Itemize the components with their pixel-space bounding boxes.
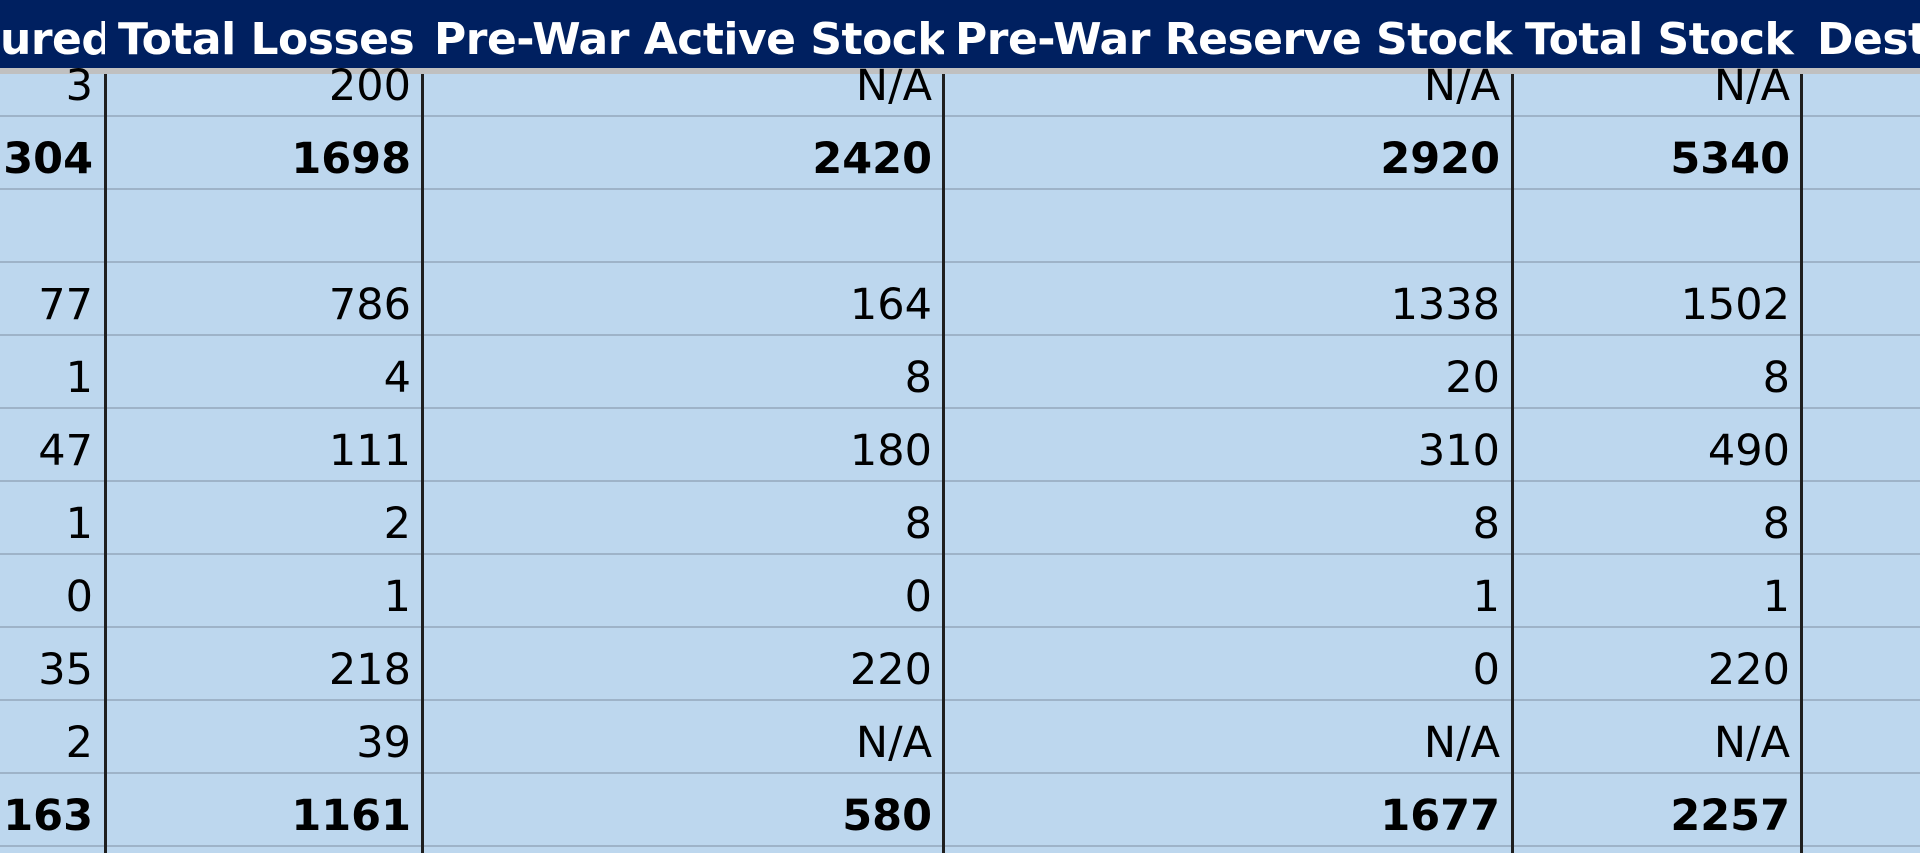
cell-prewar-active[interactable] (423, 190, 944, 263)
cell-total-stock[interactable]: N/A (1713, 61, 1790, 111)
cell-destroyed[interactable] (1802, 774, 1920, 847)
table-row: 1 2 8 8 8 (0, 482, 1920, 555)
table-row: 47 111 180 310 490 (0, 409, 1920, 482)
cell-captured[interactable]: 1 (65, 499, 93, 549)
cell-prewar-reserve[interactable]: 2920 (1380, 134, 1500, 184)
cell-captured[interactable]: 47 (38, 426, 93, 476)
cell-captured[interactable] (0, 190, 105, 263)
cell-destroyed[interactable] (1802, 409, 1920, 482)
cell-prewar-reserve[interactable]: N/A (1423, 61, 1500, 111)
table-row: 1 4 8 20 8 (0, 336, 1920, 409)
header-total-stock[interactable]: Total Stock (1525, 14, 1794, 65)
cell-prewar-reserve[interactable]: 1338 (1390, 280, 1500, 330)
table-row: 77 786 164 1338 1502 (0, 263, 1920, 336)
cell-total-stock[interactable]: 8 (1762, 353, 1790, 403)
table-row: 0 1 0 1 1 (0, 555, 1920, 628)
cell-captured[interactable]: 1 (65, 353, 93, 403)
cell-prewar-reserve[interactable]: 8 (1472, 499, 1500, 549)
header-destroyed[interactable]: Dest (1817, 14, 1920, 65)
cell-prewar-reserve[interactable]: 20 (1445, 353, 1500, 403)
cell-prewar-reserve[interactable]: N/A (1423, 718, 1500, 768)
cell-destroyed[interactable] (1802, 628, 1920, 701)
cell-captured[interactable]: 3 (65, 61, 93, 111)
cell-prewar-reserve[interactable]: 310 (1417, 426, 1500, 476)
cell-destroyed[interactable] (1802, 190, 1920, 263)
cell-total-stock[interactable]: 8 (1762, 499, 1790, 549)
cell-captured[interactable]: 35 (38, 645, 93, 695)
cell-total-stock[interactable]: 220 (1707, 645, 1790, 695)
column-border (1511, 74, 1514, 853)
column-border (104, 74, 107, 853)
cell-total-stock[interactable]: 2257 (1670, 791, 1790, 841)
cell-destroyed[interactable] (1802, 44, 1920, 117)
cell-total-losses[interactable]: 218 (328, 645, 411, 695)
cell-prewar-reserve[interactable]: 1 (1472, 572, 1500, 622)
cell-total-losses[interactable]: 111 (328, 426, 411, 476)
table-row (0, 190, 1920, 263)
cell-prewar-active[interactable]: N/A (855, 61, 932, 111)
cell-total-losses[interactable]: 200 (328, 61, 411, 111)
cell-total-losses[interactable] (105, 190, 423, 263)
column-border (421, 74, 424, 853)
cell-total-stock[interactable] (1512, 190, 1802, 263)
cell-prewar-active[interactable]: 164 (849, 280, 932, 330)
table-row: 3 200 N/A N/A N/A (0, 44, 1920, 117)
cell-total-losses[interactable]: 1 (383, 572, 411, 622)
cell-captured[interactable]: 2 (65, 718, 93, 768)
cell-total-losses[interactable]: 1698 (291, 134, 411, 184)
cell-total-stock[interactable]: 1502 (1680, 280, 1790, 330)
column-border (942, 74, 945, 853)
cell-total-losses[interactable]: 1161 (291, 791, 411, 841)
cell-prewar-active[interactable]: 8 (904, 499, 932, 549)
table-row: 35 218 220 0 220 (0, 628, 1920, 701)
cell-total-losses[interactable]: 786 (328, 280, 411, 330)
cell-prewar-active[interactable]: 2420 (812, 134, 932, 184)
cell-destroyed[interactable] (1802, 263, 1920, 336)
cell-captured[interactable]: 163 (3, 791, 93, 841)
header-total-losses[interactable]: Total Losses (118, 14, 415, 65)
cell-total-losses[interactable]: 4 (383, 353, 411, 403)
cell-prewar-reserve[interactable] (944, 190, 1512, 263)
cell-destroyed[interactable] (1802, 117, 1920, 190)
cell-total-losses[interactable]: 2 (383, 499, 411, 549)
cell-captured[interactable]: 304 (3, 134, 93, 184)
table-row: 304 1698 2420 2920 5340 (0, 117, 1920, 190)
cell-prewar-active[interactable]: 180 (849, 426, 932, 476)
column-header-row: ured Total Losses Pre-War Active Stock P… (0, 0, 1920, 74)
cell-total-stock[interactable]: N/A (1713, 718, 1790, 768)
spreadsheet-grid: 3 200 N/A N/A N/A 304 1698 2420 2920 534… (0, 61, 1920, 853)
cell-captured[interactable]: 0 (65, 572, 93, 622)
cell-total-stock[interactable]: 5340 (1670, 134, 1790, 184)
header-prewar-active-stock[interactable]: Pre-War Active Stock (434, 14, 944, 65)
cell-destroyed[interactable] (1802, 482, 1920, 555)
cell-prewar-active[interactable]: 580 (842, 791, 932, 841)
column-border (1800, 74, 1803, 853)
cell-prewar-active[interactable]: 220 (849, 645, 932, 695)
cell-prewar-active[interactable]: 8 (904, 353, 932, 403)
table-row: 2 39 N/A N/A N/A (0, 701, 1920, 774)
cell-captured[interactable]: 77 (38, 280, 93, 330)
cell-prewar-active[interactable]: N/A (855, 718, 932, 768)
cell-prewar-reserve[interactable]: 0 (1472, 645, 1500, 695)
header-captured[interactable]: ured (0, 14, 105, 65)
cell-destroyed[interactable] (1802, 555, 1920, 628)
cell-prewar-reserve[interactable]: 1677 (1380, 791, 1500, 841)
cell-total-losses[interactable]: 39 (356, 718, 411, 768)
table-row: 163 1161 580 1677 2257 (0, 774, 1920, 847)
cell-destroyed[interactable] (1802, 701, 1920, 774)
cell-total-stock[interactable]: 490 (1707, 426, 1790, 476)
cell-prewar-active[interactable]: 0 (904, 572, 932, 622)
cell-destroyed[interactable] (1802, 336, 1920, 409)
header-prewar-reserve-stock[interactable]: Pre-War Reserve Stock (955, 14, 1512, 65)
cell-total-stock[interactable]: 1 (1762, 572, 1790, 622)
